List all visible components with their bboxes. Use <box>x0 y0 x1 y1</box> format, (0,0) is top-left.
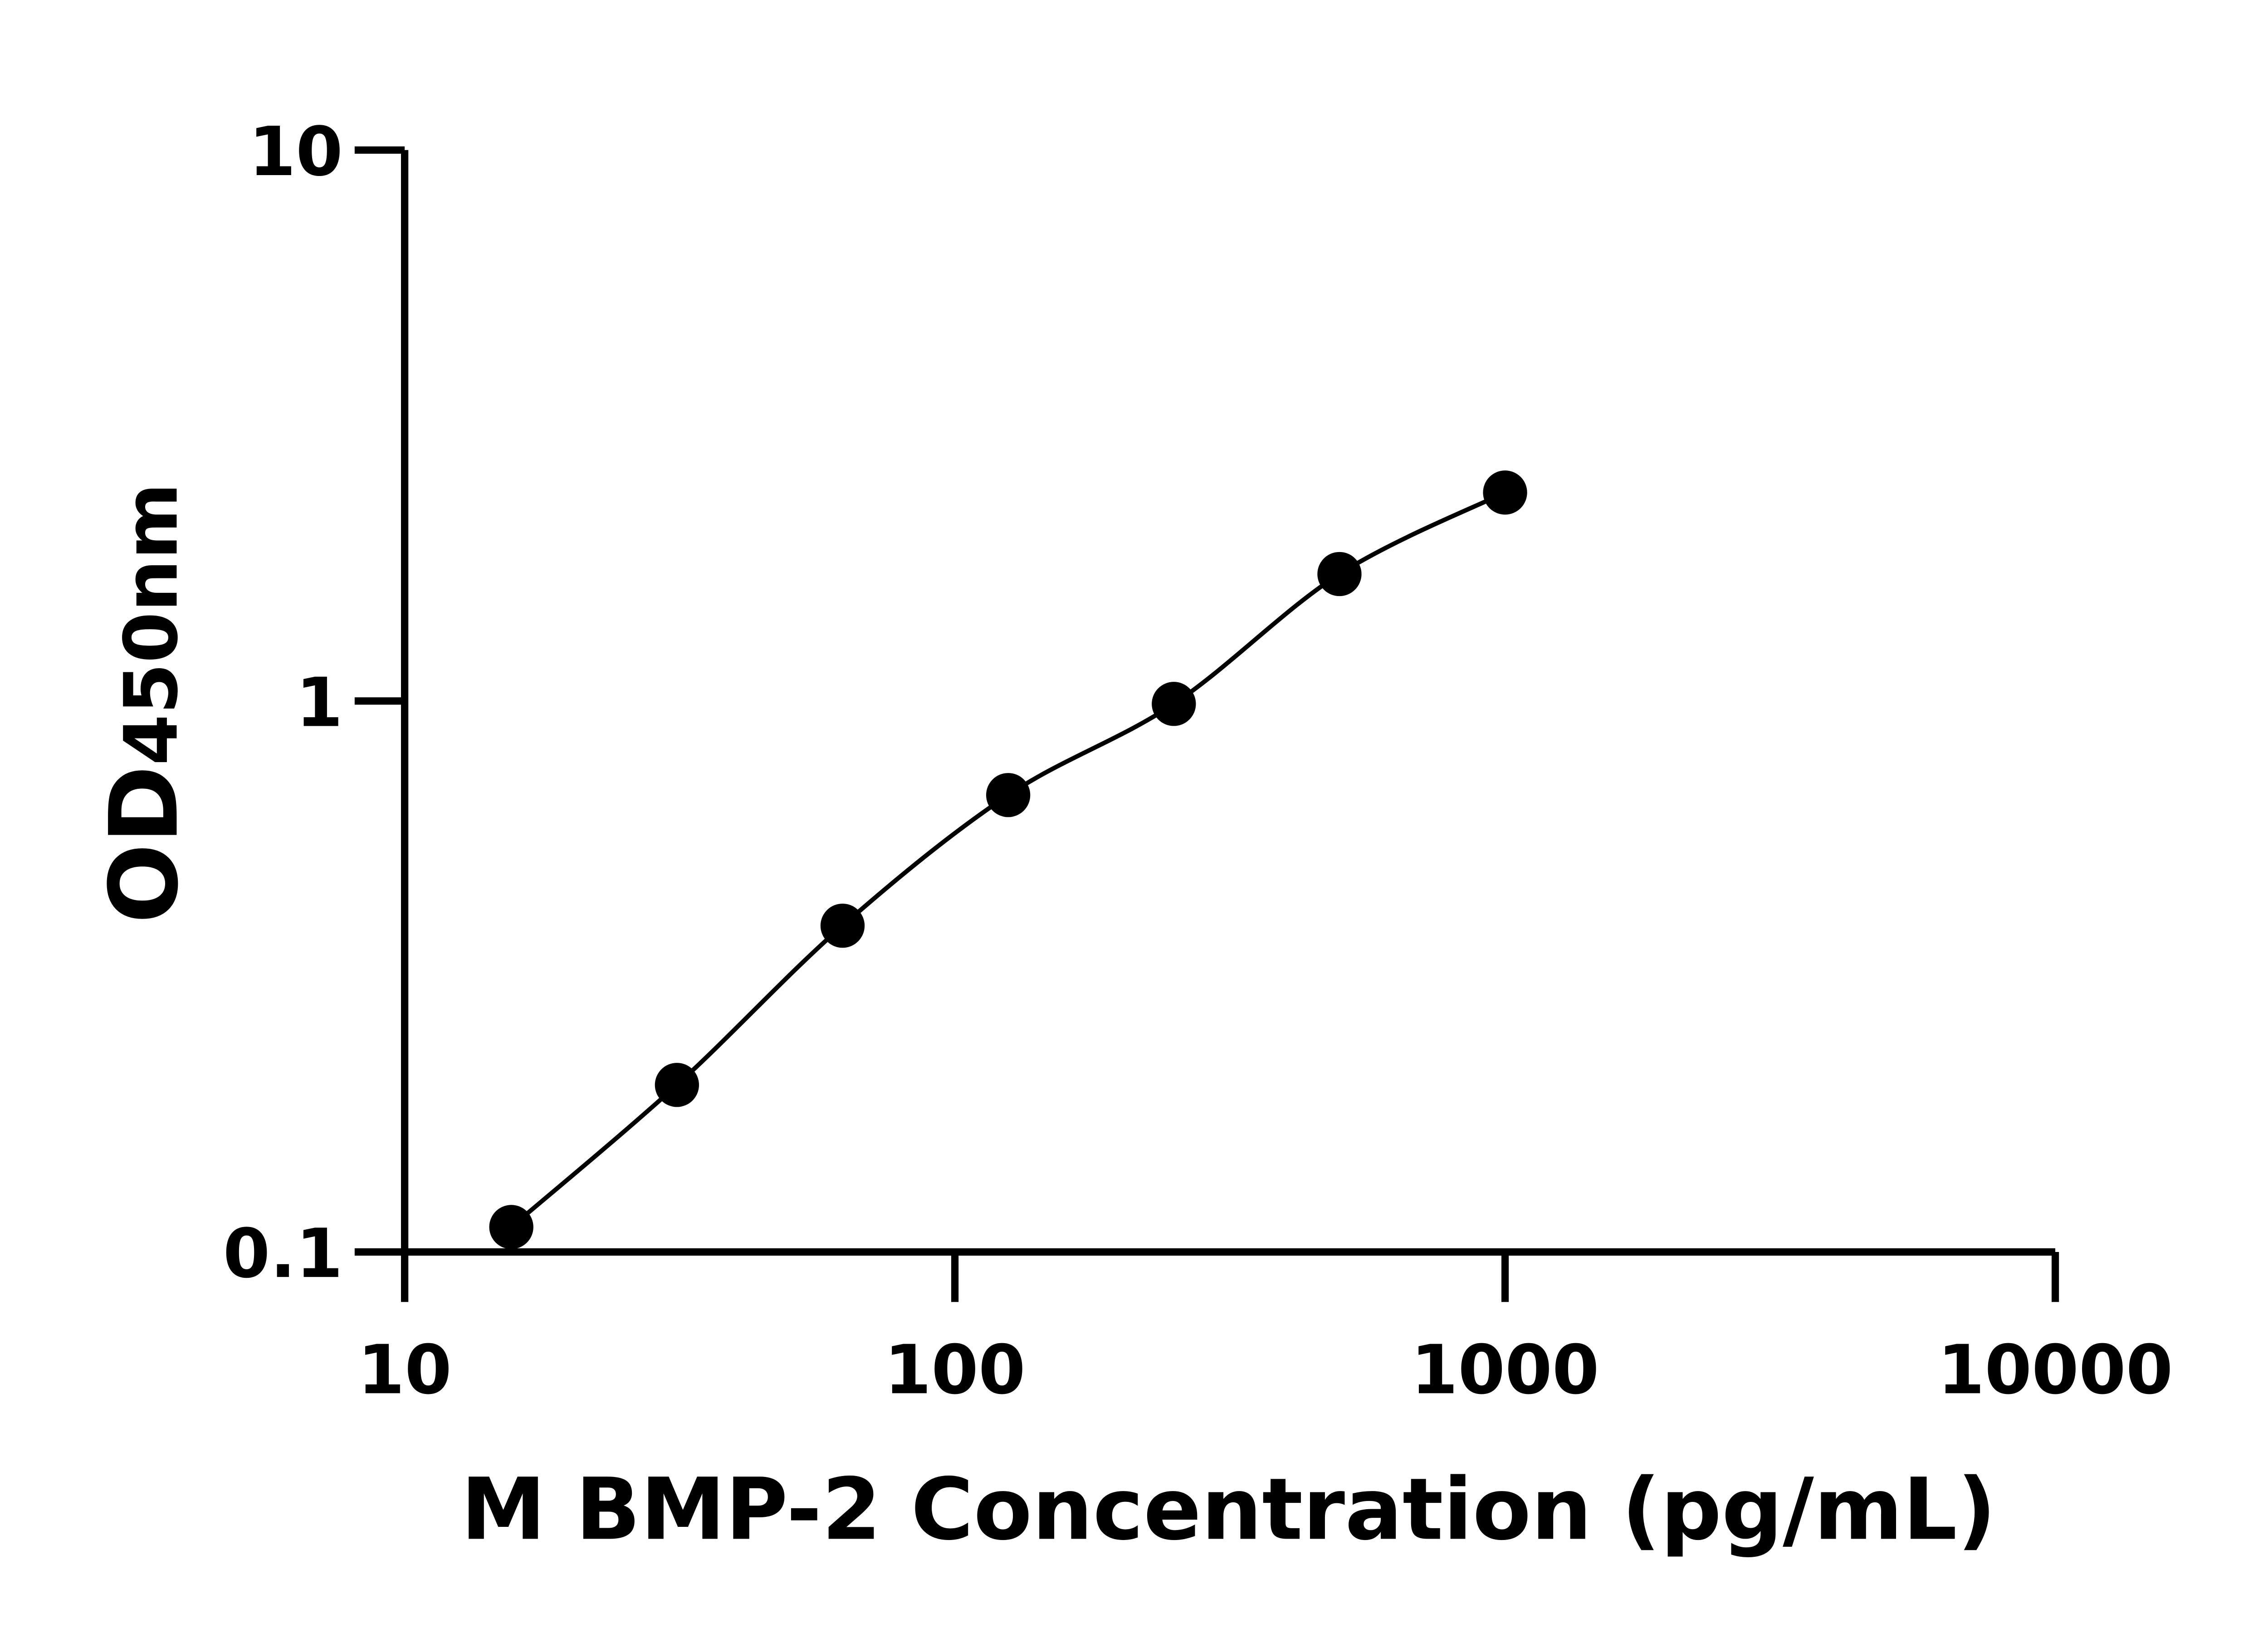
y-axis-label-sub: 450nm <box>108 483 194 765</box>
x-tick-label: 10 <box>357 1331 452 1409</box>
fit-curve <box>510 490 1506 1229</box>
data-point <box>1483 470 1527 515</box>
y-tick-label: 0.1 <box>223 1215 343 1293</box>
data-point <box>1152 682 1196 726</box>
axes: 10 100 1000 10000 0.1 1 10 <box>223 113 2173 1409</box>
fit-line <box>510 490 1506 1229</box>
data-point <box>820 904 865 948</box>
x-tick-label: 1000 <box>1411 1331 1599 1409</box>
y-tick-label: 1 <box>296 664 343 743</box>
y-axis-label-main: OD <box>89 765 199 924</box>
x-axis-label: M BMP-2 Concentration (pg/mL) <box>461 1460 1996 1559</box>
y-axis-label: OD450nm <box>89 483 199 924</box>
y-tick-label: 10 <box>249 113 343 191</box>
x-tick-label: 100 <box>884 1331 1025 1409</box>
data-point <box>1317 552 1362 596</box>
data-point <box>655 1063 699 1107</box>
data-point <box>986 773 1031 817</box>
x-tick-label: 10000 <box>1938 1331 2173 1409</box>
data-point <box>489 1205 533 1249</box>
data-points <box>489 470 1527 1249</box>
